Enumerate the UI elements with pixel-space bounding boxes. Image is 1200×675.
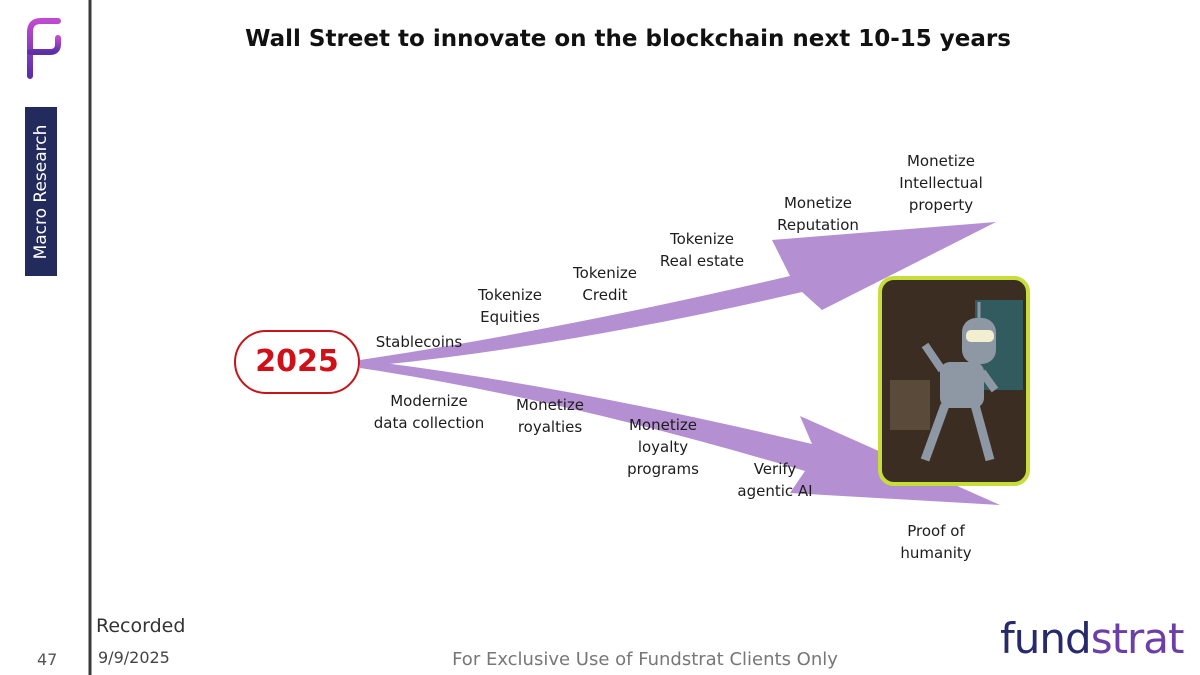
section-label: Macro Research bbox=[25, 107, 57, 276]
brand-logo: fundstrat bbox=[1000, 614, 1185, 663]
milestone-label: Monetize royalties bbox=[515, 396, 585, 436]
lower-arrow bbox=[360, 360, 1000, 505]
milestone-label: Monetize Reputation bbox=[777, 194, 859, 234]
milestone-label: Modernize data collection bbox=[373, 392, 485, 432]
upper-arrow bbox=[360, 222, 996, 367]
milestone-label: Stablecoins bbox=[375, 333, 463, 351]
milestone-label: Monetize Intellectual property bbox=[899, 152, 983, 214]
milestone-label: Tokenize Equities bbox=[478, 286, 542, 326]
recorded-label: Recorded bbox=[96, 615, 186, 637]
milestone-label: Monetize loyalty programs bbox=[627, 416, 699, 478]
origin-badge: 2025 bbox=[234, 330, 360, 394]
milestone-label: Tokenize Credit bbox=[573, 264, 637, 304]
robot-image bbox=[878, 276, 1030, 486]
recorded-date: 9/9/2025 bbox=[98, 648, 170, 667]
footer-note: For Exclusive Use of Fundstrat Clients O… bbox=[452, 649, 838, 670]
page-number: 47 bbox=[37, 650, 58, 669]
logo-icon bbox=[27, 18, 61, 79]
section-label-text: Macro Research bbox=[31, 124, 51, 259]
slide-title: Wall Street to innovate on the blockchai… bbox=[245, 26, 1011, 52]
milestone-label: Tokenize Real estate bbox=[659, 230, 745, 270]
milestone-label: Proof of humanity bbox=[900, 522, 972, 562]
brand-part: fund bbox=[1000, 614, 1092, 663]
brand-part: strat bbox=[1090, 614, 1185, 663]
milestone-label: Verify agentic AI bbox=[737, 460, 813, 500]
